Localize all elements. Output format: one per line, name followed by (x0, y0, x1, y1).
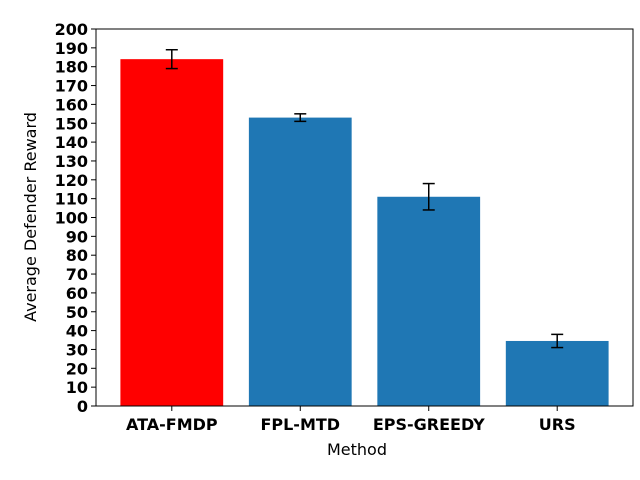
x-tick-label: URS (539, 415, 576, 434)
y-tick-label: 130 (55, 152, 88, 171)
y-tick-label: 40 (66, 322, 88, 341)
error-bar (294, 113, 307, 123)
y-tick-label: 0 (77, 397, 88, 416)
y-tick-label: 150 (55, 114, 88, 133)
y-tick-label: 20 (66, 359, 88, 378)
plot-area-frame (95, 28, 634, 407)
x-tick-label: ATA-FMDP (126, 415, 218, 434)
y-tick-label: 90 (66, 227, 88, 246)
x-axis-ticks: ATA-FMDP FPL-MTD EPS-GREEDY URS (126, 406, 576, 434)
y-tick-label: 10 (66, 378, 88, 397)
y-tick-label: 200 (55, 20, 88, 39)
bar-fpl-mtd (248, 117, 352, 406)
y-tick-label: 50 (66, 303, 88, 322)
error-bars (165, 48, 564, 349)
y-tick-label: 30 (66, 340, 88, 359)
bar-ata-fmdp (120, 59, 224, 406)
bar-urs (505, 340, 609, 406)
y-tick-label: 120 (55, 171, 88, 190)
y-tick-label: 170 (55, 77, 88, 96)
bar-eps-greedy (377, 196, 481, 406)
y-tick-label: 140 (55, 133, 88, 152)
error-bar (422, 182, 435, 211)
y-tick-label: 110 (55, 190, 88, 209)
bars (120, 59, 609, 406)
error-bar (551, 333, 564, 349)
y-axis-ticks: 0102030405060708090100110120130140150160… (55, 20, 96, 416)
y-tick-label: 190 (55, 39, 88, 58)
y-tick-label: 80 (66, 246, 88, 265)
y-tick-label: 70 (66, 265, 88, 284)
error-bar (165, 48, 178, 70)
y-tick-label: 60 (66, 284, 88, 303)
y-tick-label: 180 (55, 58, 88, 77)
x-axis-label: Method (327, 440, 387, 459)
y-tick-label: 160 (55, 95, 88, 114)
y-tick-label: 100 (55, 209, 88, 228)
x-tick-label: EPS-GREEDY (373, 415, 485, 434)
x-tick-label: FPL-MTD (260, 415, 340, 434)
y-axis-label: Average Defender Reward (21, 112, 40, 322)
